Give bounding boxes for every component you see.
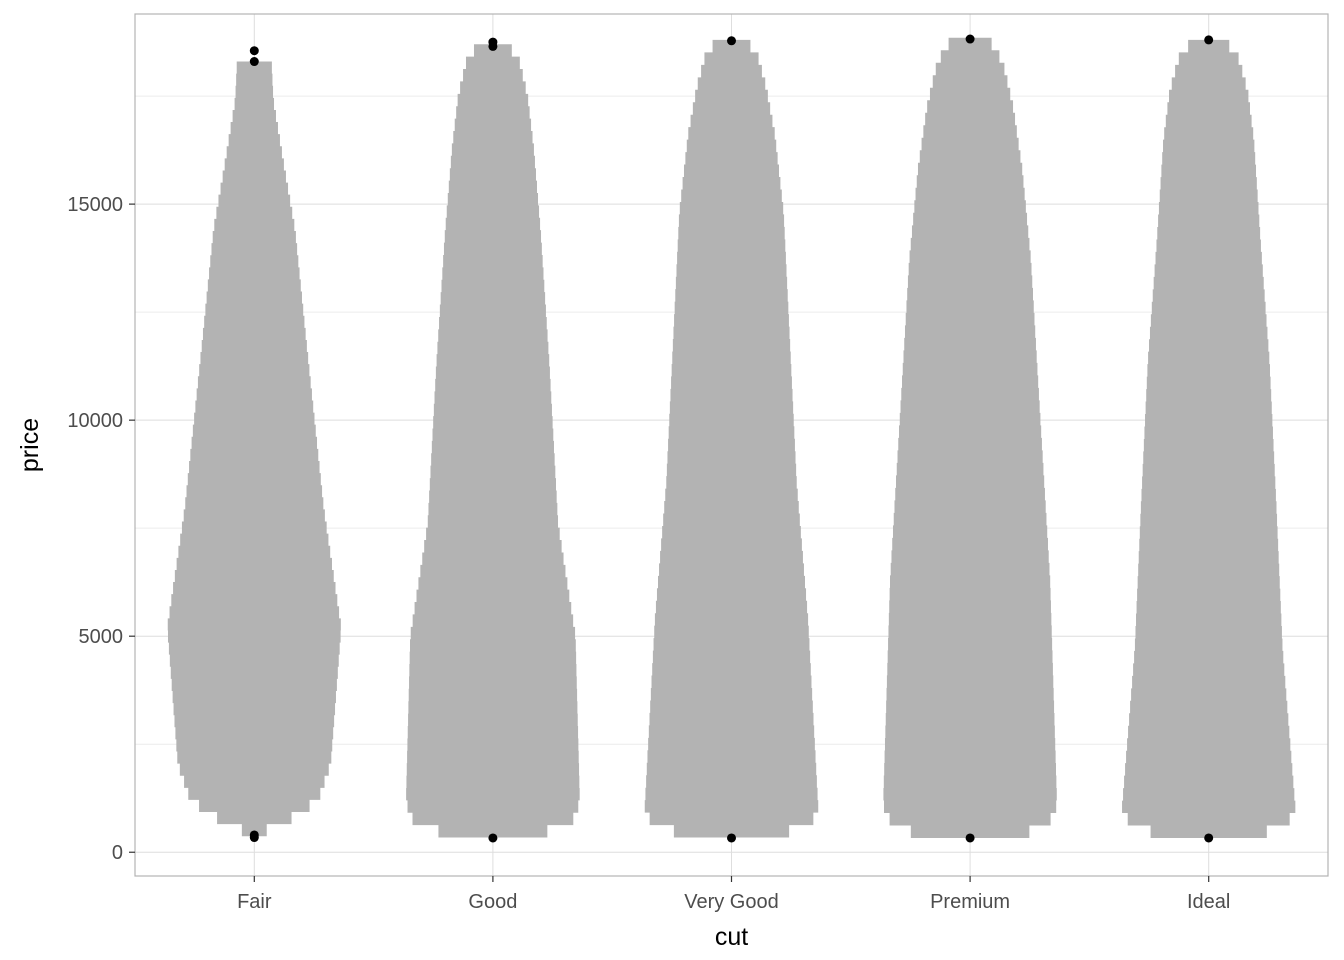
outlier-point (249, 46, 259, 56)
violin-good (406, 44, 580, 838)
violins (167, 37, 1296, 838)
outlier-point (727, 36, 736, 46)
x-tick-label: Premium (930, 891, 1010, 913)
outlier-point (965, 34, 975, 44)
outlier-point (965, 833, 975, 843)
y-axis-ticks: 0 5000 10000 15000 (67, 194, 135, 864)
violin-ideal (1122, 39, 1296, 838)
outlier-point (727, 833, 736, 843)
outlier-point (249, 830, 259, 840)
y-axis-title: price (16, 418, 44, 472)
y-tick-label: 0 (112, 842, 123, 864)
outlier-point (488, 37, 498, 47)
x-axis-ticks: Fair Good Very Good Premium Ideal (237, 876, 1230, 913)
outlier-point (488, 833, 498, 843)
violin-fair (167, 61, 341, 837)
x-tick-label: Fair (237, 891, 272, 913)
outlier-point (249, 57, 259, 67)
outlier-points (249, 34, 1214, 843)
x-tick-label: Good (468, 891, 517, 913)
y-tick-label: 5000 (79, 626, 124, 648)
y-tick-label: 10000 (67, 410, 123, 432)
outlier-point (1204, 35, 1214, 45)
outlier-point (1204, 833, 1214, 843)
x-tick-label: Very Good (684, 891, 779, 913)
violin-premium (883, 37, 1057, 838)
x-axis-title: cut (715, 923, 748, 951)
y-tick-label: 15000 (67, 194, 123, 216)
violin-very-good (644, 39, 819, 838)
x-tick-label: Ideal (1187, 891, 1230, 913)
